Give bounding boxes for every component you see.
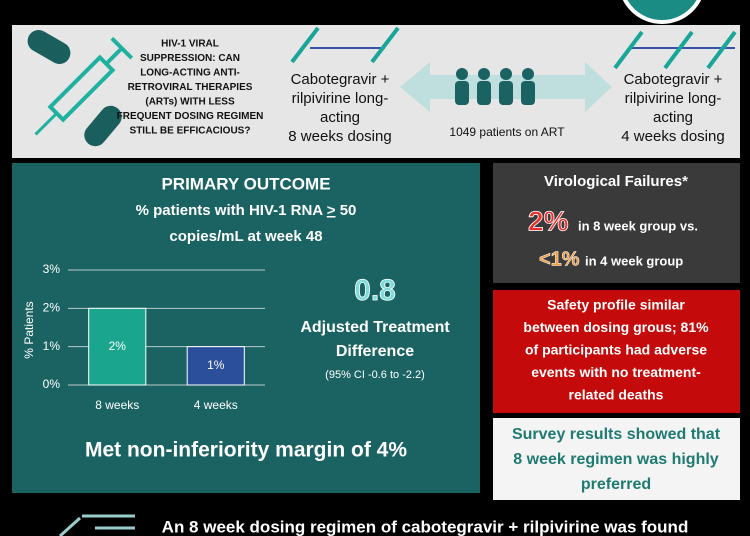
safety-panel: [493, 290, 740, 413]
value-label: 1%: [207, 358, 225, 372]
x-tick-label: 4 weeks: [194, 398, 238, 412]
safety-line: Safety profile similar: [547, 297, 685, 313]
question-line: RETROVIRAL THERAPIES: [128, 82, 253, 93]
difference: 0.8: [354, 274, 396, 307]
survey-line: preferred: [581, 476, 651, 493]
safety-line: between dosing grous; 81%: [523, 319, 709, 335]
failures-panel: [493, 163, 740, 283]
arm-line: Cabotegravir +: [624, 71, 723, 88]
survey-panel: [493, 418, 740, 500]
safety-line: related deaths: [569, 387, 664, 403]
y-tick-label: 0%: [43, 377, 61, 391]
y-tick-label: 2%: [43, 301, 61, 315]
arm-line: 8 weeks dosing: [288, 128, 391, 145]
question-line: LONG-ACTING ANTI-: [140, 68, 240, 79]
arm-line: Cabotegravir +: [291, 71, 390, 88]
arm-line: rilpivirine long-: [292, 90, 389, 107]
y-tick-label: 1%: [43, 339, 61, 353]
y-axis-label: % Patients: [22, 301, 36, 358]
syringe-large: [34, 36, 134, 136]
failure-text: in 4 week group: [585, 253, 683, 268]
pill-icons: [27, 30, 122, 147]
syringes-left: [290, 26, 400, 64]
conclusion: Met non-inferiority margin of 4%: [85, 439, 407, 462]
question-line: HIV-1 VIRAL: [161, 39, 219, 50]
value-label: 2%: [109, 339, 127, 353]
survey-line: 8 week regimen was highly: [513, 451, 719, 468]
arm-line: 4 weeks dosing: [621, 128, 724, 145]
footer-icon: [58, 514, 135, 536]
subtitle-part: % patients with HIV-1 RNA: [136, 202, 324, 219]
difference-label: Difference: [336, 343, 414, 360]
subtitle-part: 50: [340, 202, 357, 219]
outcome-subtitle: copies/mL at week 48: [169, 228, 322, 245]
failure-rate: <1%: [539, 248, 580, 270]
safety-line: of participants had adverse: [525, 342, 707, 358]
safety-line: events with no treatment-: [531, 364, 701, 380]
ci: (95% CI -0.6 to -2.2): [325, 369, 425, 381]
people-icon: [455, 68, 535, 105]
difference-label: Adjusted Treatment: [300, 319, 450, 336]
x-tick-label: 8 weeks: [95, 398, 139, 412]
arm-line: rilpivirine long-: [625, 90, 722, 107]
logo-circle: [622, 0, 702, 24]
y-tick-label: 3%: [43, 262, 61, 276]
failure-rate: 2%: [528, 205, 569, 236]
survey-line: Survey results showed that: [512, 426, 721, 443]
outcome-title: PRIMARY OUTCOME: [161, 174, 330, 193]
question-line: SUPPRESSION: CAN: [140, 53, 240, 64]
arm-line: acting: [653, 109, 693, 126]
arm-line: acting: [320, 109, 360, 126]
syringes-right: [613, 30, 737, 70]
failure-text: in 8 week group vs.: [578, 218, 698, 233]
question-line: FREQUENT DOSING REGIMEN: [117, 111, 264, 122]
bar: [88, 307, 147, 386]
outcome-subtitle: % patients with HIV-1 RNA > 50: [136, 202, 357, 219]
patients: 1049 patients on ART: [449, 125, 565, 139]
footer-text: An 8 week dosing regimen of cabotegravir…: [162, 517, 689, 536]
bar: [186, 346, 245, 386]
subtitle-part: >: [327, 202, 336, 219]
question-line: (ARTs) WITH LESS: [145, 97, 235, 108]
question-line: STILL BE EFFICACIOUS?: [130, 126, 251, 137]
failures-title: Virological Failures*: [544, 173, 688, 190]
